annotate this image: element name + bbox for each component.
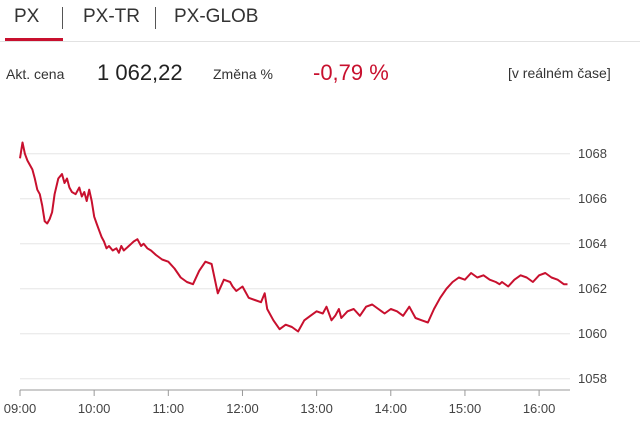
active-tab-indicator [5, 38, 63, 41]
x-tick-label: 13:00 [300, 401, 333, 416]
x-tick-label: 10:00 [78, 401, 111, 416]
tab-separator [62, 7, 63, 29]
tab-separator [155, 7, 156, 29]
y-tick-label: 1062 [578, 281, 607, 296]
price-value: 1 062,22 [97, 60, 183, 85]
x-tick-label: 11:00 [153, 401, 185, 416]
tab-px[interactable]: PX [14, 6, 40, 27]
price-label: Akt. cena [6, 66, 65, 82]
change-label: Změna % [213, 66, 273, 82]
realtime-label: [v reálném čase] [508, 65, 611, 81]
quote-info-row: Akt. cena 1 062,22 Změna % -0,79 % [v re… [0, 52, 640, 92]
intraday-line-chart: 1068 1066 1064 1062 1060 1058 09:00 10:00 11:00… [4, 141, 607, 416]
x-axis-ticks: 09:00 10:00 11:00 12:00 13:00 14:00 15:00 16:00 [4, 390, 556, 416]
index-tabs: PX PX-TR PX-GLOB [0, 0, 640, 42]
y-tick-label: 1068 [578, 146, 607, 161]
x-tick-label: 09:00 [4, 401, 37, 416]
grid-lines [20, 153, 570, 380]
y-axis-ticks: 1068 1066 1064 1062 1060 1058 [578, 146, 607, 386]
x-tick-label: 16:00 [523, 401, 556, 416]
change-value: -0,79 % [313, 60, 389, 85]
y-tick-label: 1064 [578, 236, 607, 251]
px-index-line [19, 141, 568, 333]
y-tick-label: 1066 [578, 191, 607, 206]
tab-px-glob[interactable]: PX-GLOB [174, 6, 259, 27]
x-tick-label: 12:00 [226, 401, 259, 416]
y-tick-label: 1058 [578, 371, 607, 386]
tab-px-tr[interactable]: PX-TR [83, 6, 140, 27]
x-tick-label: 15:00 [449, 401, 482, 416]
y-tick-label: 1060 [578, 326, 607, 341]
x-tick-label: 14:00 [375, 401, 408, 416]
